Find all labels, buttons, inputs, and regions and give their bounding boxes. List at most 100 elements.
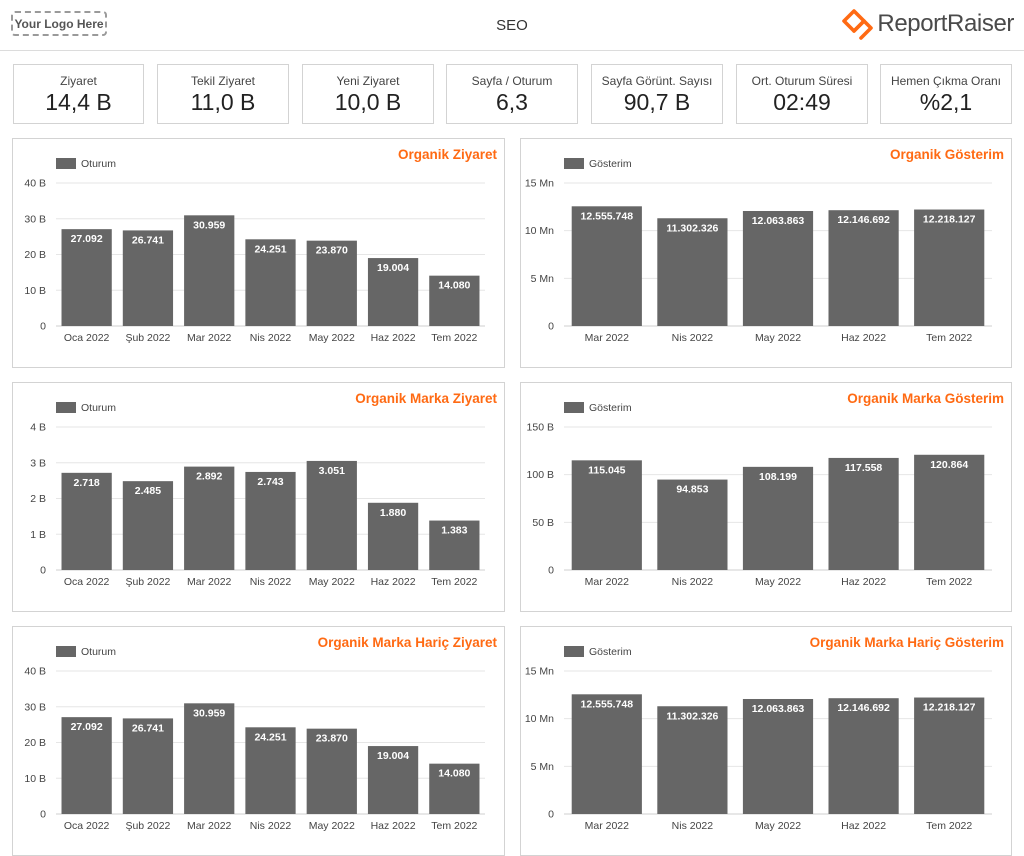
legend-swatch (56, 402, 76, 413)
data-label: 12.555.748 (581, 210, 634, 222)
bar (571, 460, 642, 570)
data-label: 24.251 (254, 731, 286, 743)
x-tick-label: Mar 2022 (187, 576, 232, 588)
x-tick-label: Şub 2022 (125, 332, 170, 344)
bar (184, 703, 235, 814)
data-label: 24.251 (254, 243, 286, 255)
bar (742, 466, 814, 570)
bar (657, 218, 728, 326)
x-tick-label: Haz 2022 (371, 820, 416, 832)
data-label: 94.853 (676, 484, 708, 496)
data-label: 26.741 (132, 722, 164, 734)
y-tick-label: 100 B (527, 469, 554, 481)
bar-chart-organik-gosterim: Gösterim 0 5 Mn 10 Mn 15 Mn 12.555.748 Mar 202… (525, 158, 992, 344)
y-tick-label: 10 B (24, 773, 46, 785)
y-tick-label: 5 Mn (531, 273, 555, 285)
y-tick-label: 20 B (24, 249, 46, 261)
legend-label: Oturum (81, 158, 116, 170)
x-tick-label: Nis 2022 (250, 576, 292, 588)
kpi-label: Yeni Ziyaret (336, 74, 400, 88)
page-title: SEO (496, 17, 528, 34)
data-label: 12.218.127 (923, 214, 976, 226)
bar (245, 471, 296, 570)
x-tick-label: May 2022 (755, 820, 801, 832)
x-tick-label: Nis 2022 (250, 820, 292, 832)
y-tick-label: 0 (548, 321, 554, 333)
bar-chart-organik-marka-ziyaret: Oturum 0 1 B 2 B 3 B 4 B 2.718 Oca 2022 2.485 Şub… (30, 402, 485, 588)
chart-legend: Gösterim (564, 158, 632, 170)
bar (657, 479, 728, 570)
data-label: 2.718 (74, 477, 100, 489)
y-tick-label: 4 B (30, 422, 46, 434)
brand-name: ReportRaiser (877, 10, 1014, 37)
kpi-value: 90,7 B (623, 89, 691, 115)
bar (914, 209, 985, 326)
bar-chart-organik-marka-gosterim: Gösterim 0 50 B 100 B 150 B 115.045 Mar 2022 94… (527, 402, 992, 588)
bar (122, 481, 174, 570)
data-label: 30.959 (193, 707, 225, 719)
bar-chart-organik-ziyaret: Oturum 0 10 B 20 B 30 B 40 B 27.092 Oca 2022 26.… (24, 158, 485, 344)
bar (742, 698, 814, 814)
x-tick-label: Oca 2022 (64, 576, 110, 588)
bar (914, 454, 985, 570)
kpi-value: 11,0 B (190, 89, 256, 115)
kpi-label: Sayfa Görünt. Sayısı (601, 74, 713, 88)
logo-placeholder: Your Logo Here (11, 11, 107, 36)
data-label: 23.870 (316, 733, 348, 745)
bar (367, 502, 419, 570)
y-tick-label: 20 B (24, 737, 46, 749)
x-tick-label: Mar 2022 (585, 576, 630, 588)
x-tick-label: Nis 2022 (672, 332, 714, 344)
kpi-label: Tekil Ziyaret (190, 74, 255, 88)
y-tick-label: 3 B (30, 457, 46, 469)
data-label: 120.864 (930, 459, 968, 471)
y-tick-label: 2 B (30, 493, 46, 505)
kpi-card-yeni-ziyaret: Yeni Ziyaret 10,0 B (302, 64, 434, 124)
kpi-label: Hemen Çıkma Oranı (890, 74, 1002, 88)
data-label: 1.880 (380, 507, 406, 519)
chart-title: Organik Marka Hariç Ziyaret (317, 635, 497, 650)
x-tick-label: Haz 2022 (371, 332, 416, 344)
chart-legend: Oturum (56, 158, 116, 170)
y-tick-label: 0 (40, 809, 46, 821)
chart-panel-organik-marka-haric-gosterim: Organik Marka Hariç Gösterim Gösterim 0 5 … (520, 626, 1012, 856)
x-tick-label: Tem 2022 (926, 576, 972, 588)
x-tick-label: Tem 2022 (431, 576, 477, 588)
data-label: 12.146.692 (837, 702, 890, 714)
reportraiser-logo-icon (842, 9, 874, 40)
legend-swatch (564, 158, 584, 169)
y-tick-label: 10 Mn (525, 713, 554, 725)
y-tick-label: 40 B (24, 666, 46, 678)
data-label: 19.004 (377, 750, 409, 762)
y-tick-label: 0 (40, 565, 46, 577)
kpi-label: Sayfa / Oturum (471, 74, 553, 88)
data-label: 23.870 (316, 245, 348, 257)
x-tick-label: May 2022 (309, 576, 355, 588)
data-label: 19.004 (377, 262, 409, 274)
x-tick-label: Oca 2022 (64, 332, 110, 344)
x-tick-label: Haz 2022 (841, 820, 886, 832)
data-label: 12.555.748 (581, 698, 634, 710)
y-tick-label: 1 B (30, 529, 46, 541)
data-label: 2.892 (196, 471, 222, 483)
data-label: 11.302.326 (666, 222, 718, 234)
bar (828, 210, 899, 326)
kpi-card-ort-oturum-suresi: Ort. Oturum Süresi 02:49 (736, 64, 868, 124)
y-tick-label: 5 Mn (531, 761, 555, 773)
brand-logo[interactable]: ReportRaiser (840, 6, 1014, 42)
legend-label: Gösterim (589, 402, 632, 414)
data-label: 115.045 (588, 464, 626, 476)
bar-chart-organik-marka-haric-gosterim: Gösterim 0 5 Mn 10 Mn 15 Mn 12.555.748 Mar 202… (525, 646, 992, 832)
x-tick-label: Oca 2022 (64, 820, 110, 832)
kpi-card-ziyaret: Ziyaret 14,4 B (13, 64, 144, 124)
x-tick-label: Nis 2022 (672, 820, 714, 832)
data-label: 3.051 (319, 465, 345, 477)
legend-swatch (564, 402, 584, 413)
legend-swatch (564, 646, 584, 657)
bar (429, 275, 480, 326)
bar (571, 694, 642, 814)
kpi-card-sayfa-oturum: Sayfa / Oturum 6,3 (446, 64, 578, 124)
report-header: Your Logo Here SEO ReportRaiser (0, 0, 1024, 51)
y-tick-label: 150 B (527, 422, 554, 434)
kpi-value: %2,1 (919, 89, 973, 115)
